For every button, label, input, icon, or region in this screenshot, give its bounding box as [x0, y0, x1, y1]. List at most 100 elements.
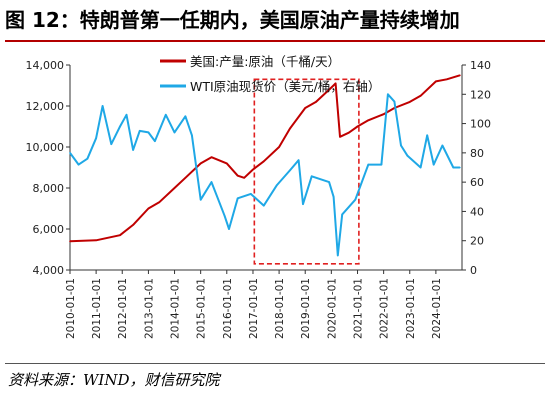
left-tick-label: 6,000	[33, 223, 65, 236]
right-tick-label: 0	[470, 264, 477, 277]
data-point	[406, 155, 409, 157]
data-point	[110, 143, 113, 145]
data-point	[243, 177, 245, 179]
x-tick-label: 2018-01-01	[274, 278, 286, 339]
source-divider	[5, 363, 545, 364]
x-tick-label: 2012-01-01	[117, 278, 129, 339]
data-point	[191, 134, 193, 137]
series-line-us-crude-production	[69, 74, 461, 243]
chart-area: 4,000 6,000 8,000 10,000 12,000 14,000 0 20 40 60…	[26, 54, 492, 339]
data-point	[95, 137, 97, 139]
data-point	[173, 131, 176, 134]
data-point	[315, 101, 317, 103]
data-point	[341, 213, 344, 216]
data-point	[356, 125, 359, 128]
right-tick-label: 120	[470, 88, 491, 101]
data-point	[419, 166, 422, 169]
x-tick-label: 2015-01-01	[196, 278, 208, 339]
data-point	[432, 163, 435, 166]
series-line-wti-spot-price	[69, 93, 460, 257]
data-point	[459, 166, 461, 169]
left-tick-label: 12,000	[26, 100, 65, 113]
data-point	[328, 181, 330, 183]
data-point	[101, 105, 104, 107]
data-point	[154, 140, 156, 142]
data-point	[302, 203, 304, 205]
data-point	[426, 134, 429, 137]
data-point	[459, 74, 461, 77]
data-point	[95, 239, 97, 242]
data-point	[252, 168, 254, 171]
data-point	[419, 95, 422, 97]
data-point	[226, 162, 228, 165]
data-point	[393, 100, 396, 103]
data-point	[158, 201, 160, 204]
data-point	[332, 196, 335, 198]
data-point	[69, 240, 71, 243]
data-point	[184, 115, 187, 118]
data-point	[147, 207, 150, 210]
data-point	[236, 174, 239, 177]
data-point	[165, 114, 167, 116]
data-point	[310, 175, 313, 178]
data-point	[304, 107, 307, 109]
data-point	[334, 82, 337, 85]
x-tick-label: 2024-01-01	[431, 278, 443, 339]
data-point	[173, 187, 176, 189]
left-tick-label: 4,000	[33, 264, 65, 277]
left-tick-label: 8,000	[33, 182, 65, 195]
data-point	[184, 177, 187, 179]
data-point	[387, 93, 389, 96]
trump-term-highlight-box	[253, 78, 360, 265]
data-point	[400, 144, 402, 147]
data-point	[348, 131, 350, 134]
x-tick-label: 2010-01-01	[65, 278, 77, 339]
x-tick-label: 2017-01-01	[248, 278, 260, 339]
data-point	[263, 160, 265, 163]
data-point	[86, 157, 89, 160]
data-point	[263, 204, 265, 207]
data-point	[367, 119, 370, 122]
data-point	[380, 163, 383, 166]
data-point	[367, 163, 370, 166]
data-point	[119, 234, 121, 236]
left-tick-label: 10,000	[26, 141, 65, 154]
data-point	[236, 197, 239, 200]
x-tick-label: 2021-01-01	[353, 278, 365, 339]
data-point	[441, 144, 444, 147]
data-point	[138, 130, 141, 132]
data-point	[330, 86, 333, 89]
x-tick-label: 2023-01-01	[405, 278, 417, 339]
data-point	[276, 184, 278, 186]
left-tick-label: 14,000	[26, 59, 65, 72]
data-point	[210, 181, 213, 183]
data-point	[409, 101, 411, 103]
x-tick-label: 2016-01-01	[222, 278, 234, 339]
legend-label: 美国:产量:原油（千桶/天）	[190, 54, 340, 69]
data-point	[199, 198, 202, 201]
x-tick-label: 2011-01-01	[91, 278, 103, 339]
x-tick-label: 2019-01-01	[300, 278, 312, 339]
x-tick-label: 2014-01-01	[170, 278, 182, 339]
data-point	[289, 169, 291, 172]
data-point	[354, 198, 357, 201]
data-point	[223, 215, 226, 217]
data-point	[452, 166, 455, 169]
data-point	[337, 254, 339, 257]
data-point	[339, 136, 341, 138]
data-point	[147, 131, 150, 134]
data-point	[250, 193, 252, 195]
data-point	[446, 78, 448, 81]
data-point	[77, 163, 80, 166]
x-tick-label: 2020-01-01	[326, 278, 338, 339]
x-tick-label: 2013-01-01	[143, 278, 155, 339]
data-point	[228, 228, 230, 230]
data-point	[382, 113, 385, 115]
right-tick-label: 80	[470, 147, 484, 160]
data-point	[132, 149, 134, 151]
right-tick-label: 60	[470, 176, 484, 189]
data-point	[210, 156, 213, 158]
x-tick-label: 2022-01-01	[379, 278, 391, 339]
right-tick-label: 100	[470, 118, 491, 131]
source-note: 资料来源：WIND，财信研究院	[8, 371, 220, 389]
